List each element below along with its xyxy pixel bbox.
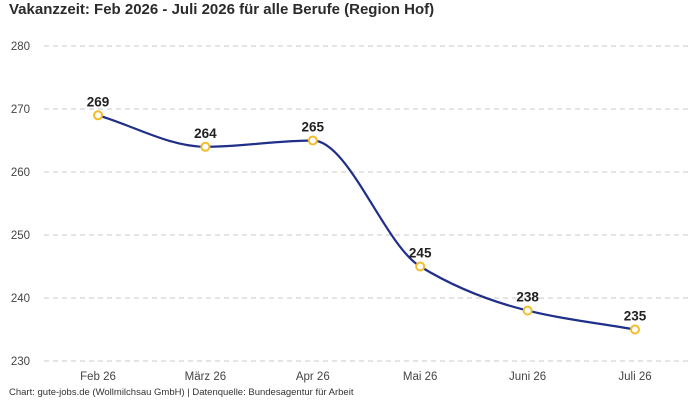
x-axis-ticks: Feb 26 März 26 Apr 26 Mai 26 Juni 26 Juli 26: [80, 371, 652, 383]
chart-title: Vakanzzeit: Feb 2026 - Juli 2026 für all…: [9, 1, 435, 18]
data-point: [522, 305, 533, 316]
chart-footer: Chart: gute-jobs.de (Wollmilchsau GmbH) …: [9, 387, 354, 398]
data-point: [415, 261, 426, 272]
data-label: 235: [624, 309, 647, 324]
data-label: 238: [516, 290, 539, 305]
data-labels: 269 264 265 245 238 235: [87, 94, 647, 323]
data-points: [93, 110, 640, 335]
data-label: 269: [87, 94, 110, 109]
data-point: [307, 135, 318, 146]
y-tick-label: 260: [11, 167, 30, 179]
y-tick-label: 270: [11, 104, 30, 116]
y-axis-ticks: 230 240 250 260 270 280: [11, 41, 30, 368]
y-tick-label: 240: [11, 293, 30, 305]
x-tick-label: Mai 26: [403, 371, 438, 383]
data-label: 264: [194, 126, 217, 141]
series-line: [97, 114, 636, 331]
gridlines: [44, 45, 692, 362]
y-tick-label: 250: [11, 230, 30, 242]
y-tick-label: 230: [11, 356, 30, 368]
x-tick-label: Juli 26: [618, 371, 651, 383]
y-tick-label: 280: [11, 41, 30, 53]
x-tick-label: Feb 26: [80, 371, 116, 383]
data-point: [630, 324, 640, 335]
data-label: 265: [302, 120, 325, 135]
x-tick-label: März 26: [185, 371, 227, 383]
data-point: [93, 110, 103, 121]
x-tick-label: Apr 26: [296, 371, 330, 383]
data-point: [200, 141, 211, 152]
data-label: 245: [409, 246, 432, 261]
x-tick-label: Juni 26: [509, 371, 546, 383]
